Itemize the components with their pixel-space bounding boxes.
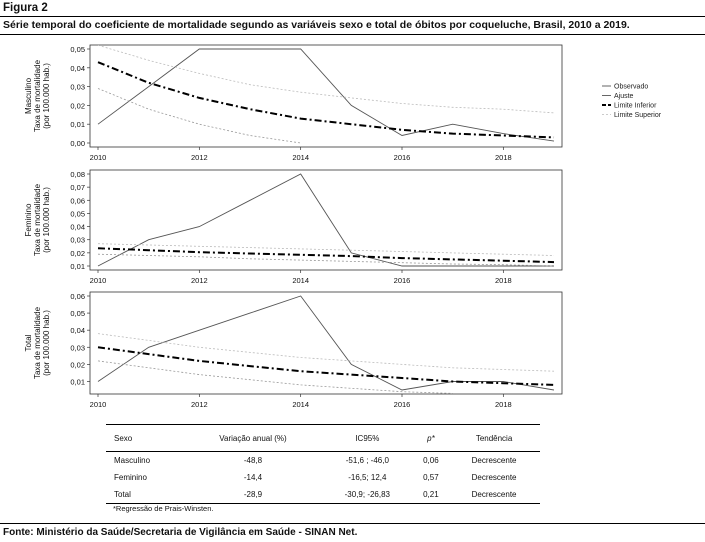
- y-tick-label: 0,01: [70, 377, 85, 386]
- x-tick-label: 2010: [90, 400, 107, 409]
- table-row: Masculino -48,8 -51,6 ; -46,0 0,06 Decre…: [106, 452, 540, 470]
- x-tick-label: 2014: [292, 400, 309, 409]
- table-cell: 0,06: [423, 456, 439, 465]
- y-tick-label: 0,02: [70, 101, 85, 110]
- x-tick-label: 2012: [191, 400, 208, 409]
- table-cell: -30,9; -26,83: [320, 486, 414, 504]
- table-cell: 0,57: [423, 473, 439, 482]
- x-tick-label: 2018: [495, 153, 512, 162]
- y-tick-label: 0,06: [70, 196, 85, 205]
- y-tick-label: 0,02: [70, 249, 85, 258]
- lower-limit-line: [97, 88, 301, 144]
- y-tick-label: 0,03: [70, 343, 85, 352]
- table-cell: Feminino: [114, 473, 147, 482]
- table-cell: -14,4: [243, 473, 263, 482]
- y-tick-label: 0,01: [70, 120, 85, 129]
- y-tick-label: 0,05: [70, 45, 85, 54]
- table-cell: Masculino: [114, 456, 151, 465]
- table-header: Tendência: [448, 424, 540, 452]
- x-tick-label: 2010: [90, 153, 107, 162]
- fit-line: [97, 346, 555, 386]
- upper-limit-line: [97, 44, 555, 114]
- x-tick-label: 2014: [292, 276, 309, 285]
- table-cell: Decrescente: [471, 473, 517, 482]
- table-header: Sexo: [106, 424, 185, 452]
- fit-line: [97, 247, 555, 264]
- table-cell: -28,9: [185, 486, 321, 504]
- y-tick-label: 0,03: [70, 83, 85, 92]
- y-tick-label: 0,02: [70, 360, 85, 369]
- table-cell: Decrescente: [448, 486, 540, 504]
- trend-table: Sexo Variação anual (%) IC95% p* Tendênc…: [106, 424, 540, 504]
- y-tick-label: 0,04: [70, 223, 85, 232]
- y-tick-label: 0,05: [70, 309, 85, 318]
- table-header: p*: [413, 424, 449, 452]
- y-tick-label: 0,06: [70, 292, 85, 301]
- table-cell: -16,5; 12,4: [348, 473, 387, 482]
- x-tick-label: 2012: [191, 276, 208, 285]
- y-axis-label: FemininoTaxa de mortalidade(por 100.000 …: [24, 183, 51, 256]
- figure-label: Figura 2: [3, 2, 48, 14]
- plot-frame: [89, 291, 563, 395]
- x-tick-label: 2016: [394, 400, 411, 409]
- title-rule: [0, 34, 705, 35]
- table-cell: Decrescente: [471, 456, 517, 465]
- source-rule: [0, 523, 705, 524]
- y-tick-label: 0,00: [70, 139, 85, 148]
- table-cell: Total: [106, 486, 185, 504]
- x-tick-label: 2018: [495, 276, 512, 285]
- legend-label: Limite Superior: [614, 112, 662, 119]
- source-note: Fonte: Ministério da Saúde/Secretaria de…: [3, 527, 358, 538]
- table-header: IC95%: [320, 424, 414, 452]
- table-row: Feminino -14,4 -16,5; 12,4 0,57 Decresce…: [106, 469, 540, 486]
- y-axis-label: MasculinoTaxa de mortalidade(por 100.000…: [24, 59, 51, 132]
- y-tick-label: 0,01: [70, 262, 85, 271]
- legend-label: Limite Inferior: [614, 103, 657, 110]
- x-tick-label: 2016: [394, 153, 411, 162]
- y-tick-label: 0,05: [70, 209, 85, 218]
- figure-title: Série temporal do coeficiente de mortali…: [3, 19, 630, 31]
- y-tick-label: 0,03: [70, 236, 85, 245]
- x-tick-label: 2014: [292, 153, 309, 162]
- x-tick-label: 2010: [90, 276, 107, 285]
- table-row: Total -28,9 -30,9; -26,83 0,21 Decrescen…: [106, 486, 540, 504]
- upper-limit-line: [97, 333, 555, 372]
- x-tick-label: 2016: [394, 276, 411, 285]
- fit-line: [97, 61, 555, 139]
- lower-limit-line: [97, 360, 453, 394]
- y-tick-label: 0,04: [70, 64, 85, 73]
- chart-panels: 0,00 0,01 0,02 0,03 0,04 0,05 2010 2012 2014 2016…: [24, 44, 662, 409]
- table-cell: -51,6 ; -46,0: [345, 456, 389, 465]
- observed-line: [97, 48, 555, 142]
- observed-line: [97, 173, 554, 267]
- x-tick-label: 2012: [191, 153, 208, 162]
- legend-label: Observado: [614, 84, 648, 91]
- table-header-row: Sexo Variação anual (%) IC95% p* Tendênc…: [106, 424, 540, 452]
- y-tick-label: 0,08: [70, 170, 85, 179]
- top-rule: [0, 16, 705, 17]
- x-tick-label: 2018: [495, 400, 512, 409]
- table-cell: 0,21: [413, 486, 449, 504]
- footnote: *Regressão de Prais-Winsten.: [113, 504, 214, 513]
- y-axis-label: TotalTaxa de mortalidade(por 100.000 hab…: [24, 306, 51, 379]
- y-tick-label: 0,04: [70, 326, 85, 335]
- legend-label: Ajuste: [614, 93, 634, 100]
- table-header: Variação anual (%): [185, 424, 321, 452]
- lower-limit-line: [97, 253, 555, 267]
- table-cell: -48,8: [243, 456, 263, 465]
- upper-limit-line: [97, 243, 555, 256]
- y-tick-label: 0,07: [70, 183, 85, 192]
